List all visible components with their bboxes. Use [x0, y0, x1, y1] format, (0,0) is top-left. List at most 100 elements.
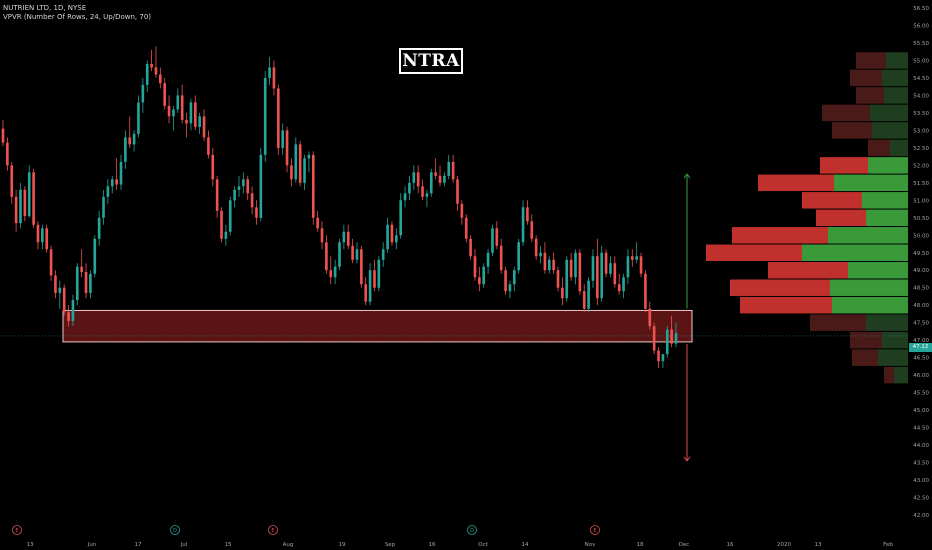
candle-body: [224, 231, 228, 239]
y-tick-label: 50.50: [913, 216, 929, 222]
vp-row-up: [830, 279, 908, 296]
candle-body: [665, 329, 669, 355]
vp-row-up: [802, 244, 908, 261]
candle-body: [342, 231, 346, 243]
candle-body: [49, 249, 53, 276]
candle-body: [626, 256, 630, 278]
y-tick-label: 47.50: [913, 321, 929, 327]
candle-body: [456, 179, 459, 204]
candle-body: [469, 238, 472, 257]
vp-row-up: [878, 349, 908, 366]
candle-body: [172, 109, 175, 117]
candle-body: [596, 256, 599, 299]
vp-row-down: [822, 104, 870, 122]
candle-body: [102, 196, 105, 218]
candle-body: [552, 259, 555, 271]
event-marker-label: E: [593, 528, 596, 534]
y-tick-label: 49.00: [913, 268, 929, 274]
y-tick-label: 45.50: [913, 391, 929, 397]
candle-body: [526, 207, 529, 222]
candle-body: [71, 299, 75, 321]
candle-body: [325, 242, 328, 271]
x-tick-label: 18: [637, 542, 644, 548]
time-axis[interactable]: 13 Jun 17 Jul 15 Aug 19 Sep 16 Oct 14 Nov 18 Dec 16 202…: [27, 542, 894, 548]
candle-body: [429, 172, 433, 194]
vp-row-up: [894, 366, 908, 384]
indicator-label[interactable]: VPVR (Number Of Rows, 24, Up/Down, 70): [3, 13, 152, 21]
y-tick-label: 44.50: [913, 426, 929, 432]
candle-body: [80, 266, 83, 272]
candle-body: [124, 137, 127, 162]
candle-body: [346, 231, 350, 246]
candle-body: [447, 161, 451, 176]
x-tick-label: 13: [815, 542, 822, 548]
candle-body: [504, 270, 507, 292]
support-zone: [62, 309, 693, 343]
vp-row-up: [832, 296, 908, 314]
ticker-label: NTRA: [399, 48, 463, 74]
event-marker-label: D: [470, 528, 474, 534]
candle-body: [368, 270, 372, 302]
y-tick-label: 53.00: [913, 128, 929, 134]
candle-body: [159, 74, 162, 84]
candle-body: [27, 172, 31, 217]
x-tick-label: 16: [727, 542, 734, 548]
candle-body: [543, 252, 547, 271]
candle-body: [281, 130, 284, 148]
vp-row-up: [868, 157, 908, 174]
vp-row-down: [706, 244, 802, 261]
y-tick-label: 44.00: [913, 443, 929, 449]
candle-body: [403, 193, 407, 201]
candle-body: [84, 271, 88, 293]
candle-body: [399, 200, 402, 236]
candle-body: [674, 333, 678, 344]
vp-row-down: [802, 192, 862, 209]
candle-body: [141, 84, 145, 103]
vp-row-down: [758, 174, 834, 192]
candle-body: [180, 95, 184, 120]
candle-body: [521, 207, 525, 243]
candle-body: [578, 252, 582, 292]
candle-body: [381, 249, 385, 260]
volume-profile: [706, 52, 908, 384]
candle-body: [652, 326, 656, 351]
candle-body: [207, 137, 210, 155]
x-tick-label: Sep: [385, 542, 396, 548]
candle-body: [189, 102, 193, 124]
vp-row-up: [828, 227, 908, 244]
y-tick-label: 46.50: [913, 356, 929, 362]
candle-body: [290, 165, 293, 180]
vp-row-up: [834, 174, 908, 192]
event-marker-label: D: [173, 528, 177, 534]
x-tick-label: Jul: [180, 542, 188, 548]
candle-body: [285, 130, 289, 166]
y-tick-label: 43.50: [913, 461, 929, 467]
vp-row-up: [866, 314, 908, 331]
candle-body: [145, 63, 149, 85]
vp-row-up: [872, 122, 908, 139]
candle-body: [246, 179, 250, 194]
y-tick-label: 54.50: [913, 76, 929, 82]
candle-body: [539, 252, 542, 257]
candle-body: [14, 196, 18, 224]
candle-body: [316, 217, 319, 229]
candle-body: [75, 266, 79, 300]
price-axis[interactable]: 56.50 56.00 55.50 55.00 54.50 54.00 53.50 53.00…: [913, 6, 929, 519]
candle-body: [360, 249, 363, 285]
vp-row-up: [882, 69, 908, 87]
candle-body: [386, 224, 389, 250]
candle-body: [639, 256, 643, 274]
candle-body: [604, 252, 608, 274]
candle-body: [648, 308, 652, 327]
y-tick-label: 49.50: [913, 251, 929, 257]
candles: [1, 46, 678, 369]
event-marker-label: E: [271, 528, 274, 534]
vp-row-up: [870, 104, 908, 122]
candle-body: [508, 284, 512, 292]
y-tick-label: 52.50: [913, 146, 929, 152]
x-tick-label: Nov: [585, 542, 596, 548]
candle-body: [193, 102, 197, 127]
candle-body: [425, 193, 429, 197]
candle-body: [478, 277, 481, 285]
